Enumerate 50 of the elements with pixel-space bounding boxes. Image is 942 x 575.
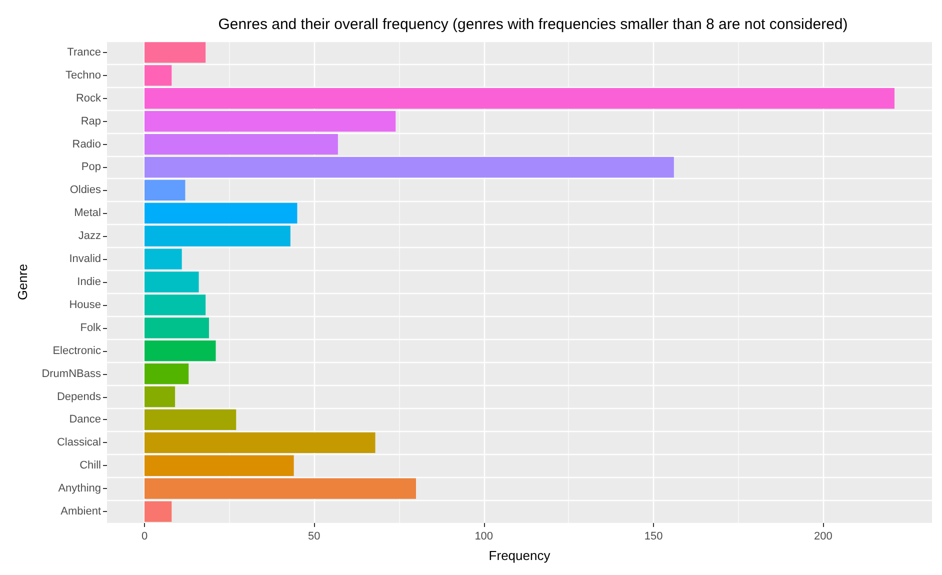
y-tick-label: Anything	[58, 482, 101, 495]
y-tick-label: Chill	[80, 460, 101, 472]
y-tick-label: Dance	[69, 414, 101, 426]
bar	[144, 501, 172, 522]
y-tick-label: Radio	[72, 138, 101, 150]
x-axis-title: Frequency	[488, 548, 551, 563]
bar	[144, 65, 172, 86]
bar	[144, 478, 416, 499]
bar	[144, 272, 199, 292]
y-tick-label: Metal	[74, 207, 101, 220]
y-tick-label: Rock	[76, 92, 102, 104]
y-axis-title: Genre	[15, 264, 30, 300]
bar	[144, 294, 206, 316]
y-tick-label: Folk	[80, 322, 102, 334]
y-tick-label: Techno	[66, 69, 101, 82]
y-tick-label: Depends	[56, 390, 102, 403]
x-tick-label: 0	[141, 530, 148, 542]
y-tick-label: Invalid	[69, 253, 101, 266]
bar	[144, 248, 182, 270]
y-tick-label: Oldies	[70, 184, 102, 196]
y-tick-label: Electronic	[52, 344, 102, 357]
bar	[144, 180, 186, 201]
x-tick-label: 100	[474, 530, 494, 542]
bar	[144, 409, 236, 430]
x-tick-label: 150	[644, 530, 663, 542]
bar	[144, 226, 290, 246]
y-tick-label: Jazz	[78, 230, 101, 242]
x-tick-label: 200	[814, 530, 832, 542]
bar	[144, 111, 396, 132]
bar	[144, 42, 206, 63]
bar	[144, 88, 894, 109]
y-tick-label: Classical	[56, 436, 101, 449]
bar	[144, 386, 176, 408]
bar	[144, 363, 189, 384]
chart-title: Genres and their overall frequency (genres with frequencies smaller than 8 are not considered)	[218, 16, 848, 33]
bar	[144, 134, 338, 155]
bar	[144, 455, 294, 476]
y-tick-label: DrumNBass	[42, 368, 102, 380]
bar	[144, 318, 209, 338]
bar	[144, 156, 674, 178]
y-tick-label: House	[69, 298, 101, 311]
x-tick-label: 50	[308, 530, 320, 542]
y-tick-label: Ambient	[60, 506, 101, 518]
bar	[144, 202, 298, 224]
y-tick-label: Pop	[81, 161, 101, 174]
y-tick-label: Rap	[80, 115, 101, 128]
y-tick-label: Trance	[67, 46, 101, 58]
bar	[144, 432, 376, 453]
bar	[144, 340, 216, 362]
y-tick-label: Indie	[77, 276, 101, 288]
